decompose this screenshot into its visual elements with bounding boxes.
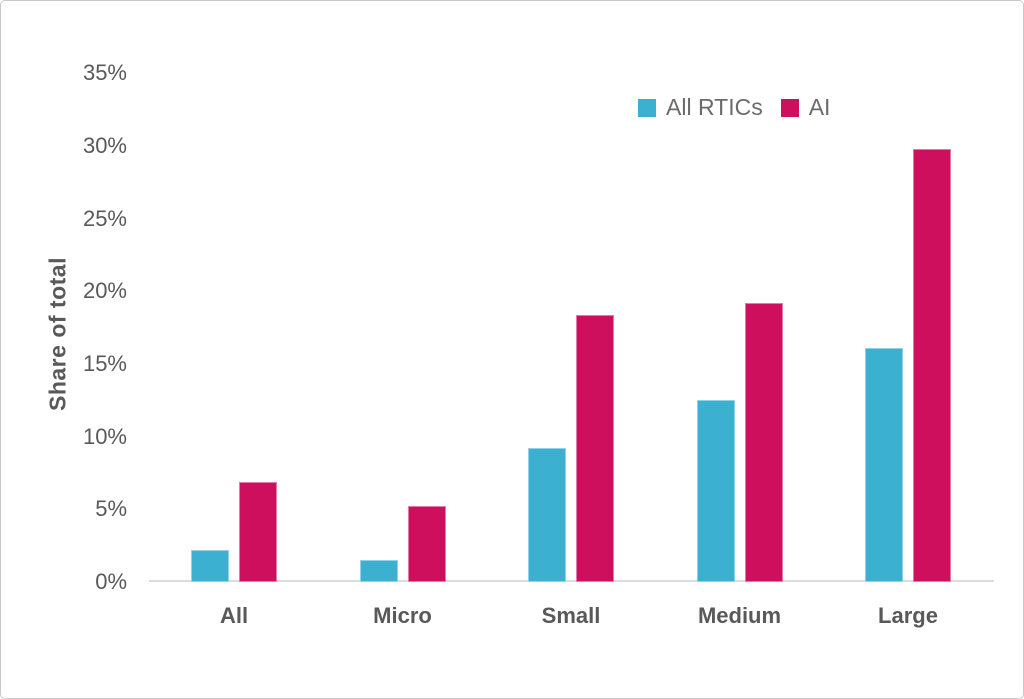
y-tick-label: 0% — [95, 569, 127, 594]
x-category-label-micro: Micro — [373, 603, 432, 628]
legend-label-all-rtics: All RTICs — [666, 94, 763, 120]
x-category-label-small: Small — [541, 603, 601, 628]
bar-ai-medium — [744, 302, 783, 582]
chart-legend: All RTICs AI — [638, 94, 830, 121]
y-tick-label: 30% — [82, 132, 127, 158]
y-axis-title: Share of total — [44, 257, 71, 411]
bar-all-rtics-large — [865, 347, 903, 582]
x-axis-line — [149, 580, 994, 582]
bar-ai-small — [576, 314, 614, 582]
y-tick-label: 25% — [82, 205, 127, 231]
legend-swatch-all-rtics — [638, 98, 656, 117]
bar-all-rtics-medium — [696, 400, 735, 582]
y-tick-label: 15% — [82, 350, 127, 376]
legend-item-ai: AI — [780, 94, 831, 121]
x-category-label-all: All — [219, 603, 249, 628]
bar-ai-micro — [407, 506, 446, 582]
legend-label-ai: AI — [808, 94, 831, 120]
legend-swatch-ai — [780, 98, 799, 117]
bar-all-rtics-micro — [359, 560, 398, 582]
bar-all-rtics-small — [528, 448, 566, 582]
x-category-label-large: Large — [878, 603, 938, 628]
bar-ai-large — [913, 148, 951, 582]
bar-all-rtics-all — [191, 550, 229, 582]
y-tick-label: 35% — [82, 60, 127, 86]
bar-ai-all — [239, 481, 277, 582]
x-category-label-medium: Medium — [697, 603, 782, 628]
y-tick-label: 5% — [95, 496, 127, 522]
y-tick-label: 10% — [82, 423, 127, 449]
y-tick-label: 20% — [82, 278, 127, 304]
legend-item-all-rtics: All RTICs — [638, 94, 763, 121]
